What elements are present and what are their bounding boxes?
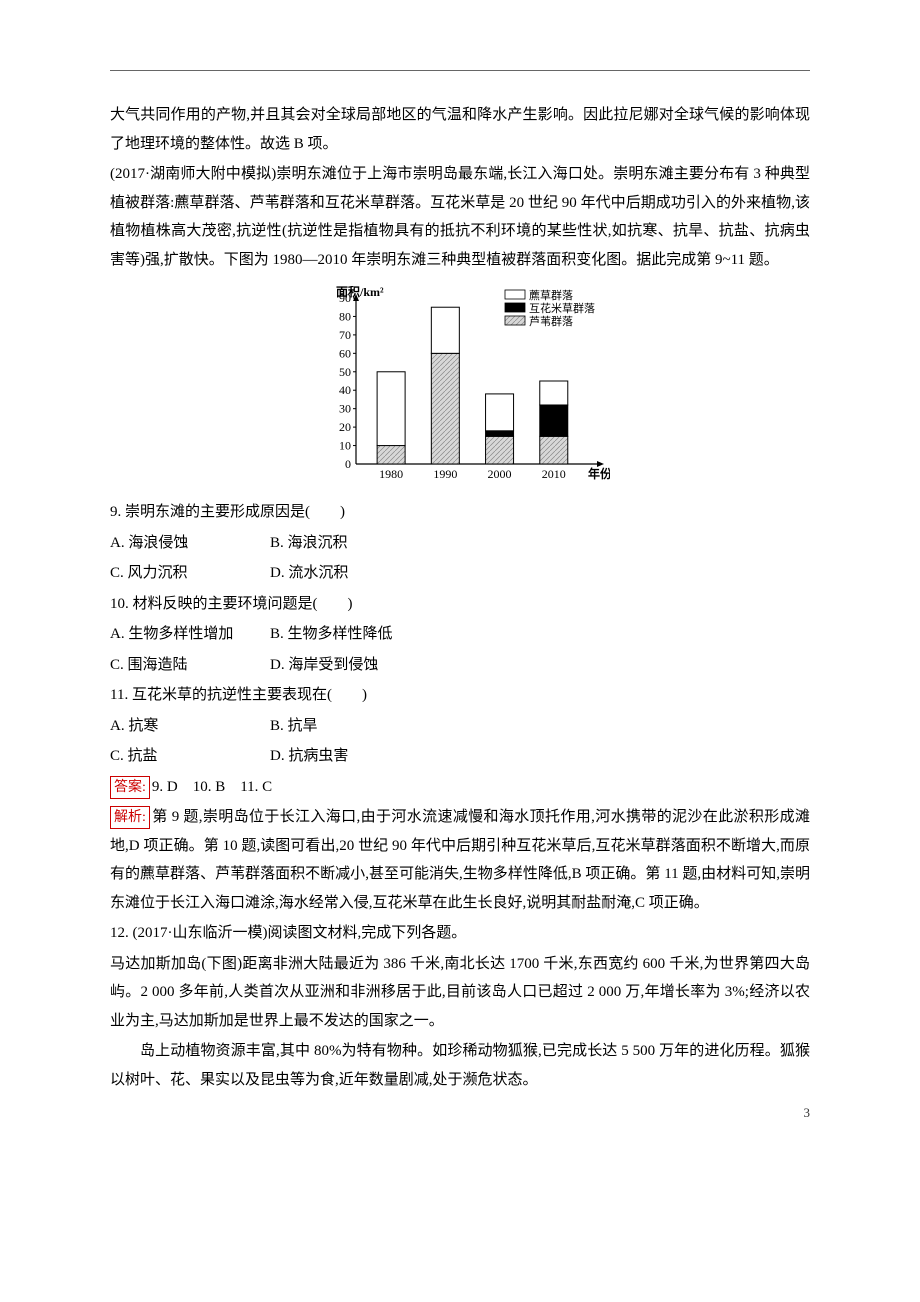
svg-text:1980: 1980 [379,467,403,481]
q9-option-a: A. 海浪侵蚀 [110,529,270,558]
answer-line: 答案:9. D 10. B 11. C [110,773,810,802]
q11-option-d: D. 抗病虫害 [270,742,430,771]
svg-text:互花米草群落: 互花米草群落 [529,301,595,315]
answer-label-box: 答案: [110,776,150,799]
q12-para2: 岛上动植物资源丰富,其中 80%为特有物种。如珍稀动物狐猴,已完成长达 5 50… [110,1037,810,1094]
page-number: 3 [804,1101,811,1126]
context-paragraph: (2017·湖南师大附中模拟)崇明东滩位于上海市崇明岛最东端,长江入海口处。崇明… [110,160,810,274]
q10-options-row2: C. 围海造陆 D. 海岸受到侵蚀 [110,651,810,680]
q11-options-row1: A. 抗寒 B. 抗旱 [110,712,810,741]
svg-text:20: 20 [339,420,351,434]
svg-text:1990: 1990 [433,467,457,481]
q9-options-row1: A. 海浪侵蚀 B. 海浪沉积 [110,529,810,558]
svg-text:2010: 2010 [542,467,566,481]
svg-text:60: 60 [339,346,351,360]
answer-text: 9. D 10. B 11. C [152,779,272,795]
analysis-label-box: 解析: [110,806,150,829]
q10-option-b: B. 生物多样性降低 [270,620,430,649]
q11-stem: 11. 互花米草的抗逆性主要表现在( ) [110,681,810,710]
q10-stem: 10. 材料反映的主要环境问题是( ) [110,590,810,619]
q12-stem: 12. (2017·山东临沂一模)阅读图文材料,完成下列各题。 [110,919,810,948]
svg-text:50: 50 [339,365,351,379]
q9-options-row2: C. 风力沉积 D. 流水沉积 [110,559,810,588]
q12-para1: 马达加斯加岛(下图)距离非洲大陆最近为 386 千米,南北长达 1700 千米,… [110,950,810,1036]
analysis-paragraph: 解析:第 9 题,崇明岛位于长江入海口,由于河水流速减慢和海水顶托作用,河水携带… [110,803,810,917]
q11-option-b: B. 抗旱 [270,712,430,741]
q9-option-c: C. 风力沉积 [110,559,270,588]
svg-text:面积/km²: 面积/km² [336,286,384,299]
svg-text:40: 40 [339,383,351,397]
q11-option-c: C. 抗盐 [110,742,270,771]
q11-option-a: A. 抗寒 [110,712,270,741]
svg-text:0: 0 [345,457,351,471]
q11-options-row2: C. 抗盐 D. 抗病虫害 [110,742,810,771]
q9-stem: 9. 崇明东滩的主要形成原因是( ) [110,498,810,527]
analysis-text: 第 9 题,崇明岛位于长江入海口,由于河水流速减慢和海水顶托作用,河水携带的泥沙… [110,809,810,911]
svg-text:藨草群落: 藨草群落 [529,288,573,302]
svg-text:芦苇群落: 芦苇群落 [529,314,573,328]
svg-text:2000: 2000 [488,467,512,481]
svg-text:80: 80 [339,309,351,323]
q9-option-d: D. 流水沉积 [270,559,430,588]
top-divider [110,70,810,71]
q9-option-b: B. 海浪沉积 [270,529,430,558]
q10-options-row1: A. 生物多样性增加 B. 生物多样性降低 [110,620,810,649]
q10-option-a: A. 生物多样性增加 [110,620,270,649]
svg-text:70: 70 [339,328,351,342]
vegetation-area-chart: 1020304050607080900面积/km²198019902000201… [310,286,610,486]
q10-option-d: D. 海岸受到侵蚀 [270,651,430,680]
svg-text:30: 30 [339,402,351,416]
svg-text:年份: 年份 [588,466,610,481]
intro-paragraph: 大气共同作用的产物,并且其会对全球局部地区的气温和降水产生影响。因此拉尼娜对全球… [110,101,810,158]
q10-option-c: C. 围海造陆 [110,651,270,680]
chart-container: 1020304050607080900面积/km²198019902000201… [110,286,810,486]
svg-text:10: 10 [339,439,351,453]
